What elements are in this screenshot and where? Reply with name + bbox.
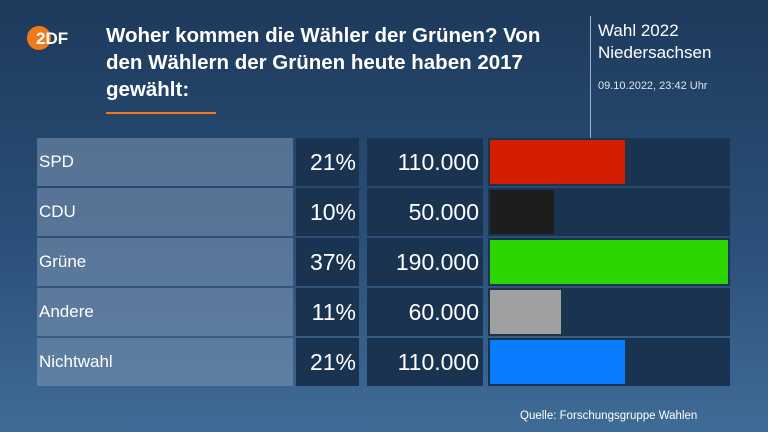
bar-track [488, 138, 730, 186]
category-label: Grüne [37, 238, 293, 286]
percent-label: 10% [296, 188, 359, 236]
bar-track [488, 338, 730, 386]
votes-label: 60.000 [367, 288, 483, 336]
chart-row: Nichtwahl 21% 110.000 [37, 338, 737, 386]
chart-row: Grüne 37% 190.000 [37, 238, 737, 286]
logo-text: 2DF [36, 29, 68, 48]
bar [490, 190, 554, 234]
header-divider [590, 16, 591, 138]
bar [490, 290, 561, 334]
election-info: Wahl 2022 Niedersachsen [598, 20, 711, 64]
percent-label: 21% [296, 338, 359, 386]
zdf-logo: 2DF [26, 24, 82, 52]
category-label: SPD [37, 138, 293, 186]
bar-track [488, 288, 730, 336]
votes-label: 110.000 [367, 338, 483, 386]
bar-track [488, 188, 730, 236]
percent-label: 21% [296, 138, 359, 186]
chart-row: Andere 11% 60.000 [37, 288, 737, 336]
chart-title: Woher kommen die Wähler der Grünen? Von … [106, 24, 541, 101]
timestamp: 09.10.2022, 23:42 Uhr [598, 80, 708, 92]
percent-label: 37% [296, 238, 359, 286]
chart-row: SPD 21% 110.000 [37, 138, 737, 186]
votes-label: 50.000 [367, 188, 483, 236]
election-title: Wahl 2022 [598, 21, 679, 40]
category-label: Nichtwahl [37, 338, 293, 386]
category-label: Andere [37, 288, 293, 336]
votes-label: 110.000 [367, 138, 483, 186]
title-underline [106, 112, 216, 114]
bar [490, 240, 728, 284]
election-region: Niedersachsen [598, 43, 712, 62]
bar [490, 340, 625, 384]
category-label: CDU [37, 188, 293, 236]
votes-label: 190.000 [367, 238, 483, 286]
bar-track [488, 238, 730, 286]
source-note: Quelle: Forschungsgruppe Wahlen [520, 410, 698, 422]
bar [490, 140, 625, 184]
chart-row: CDU 10% 50.000 [37, 188, 737, 236]
percent-label: 11% [296, 288, 359, 336]
